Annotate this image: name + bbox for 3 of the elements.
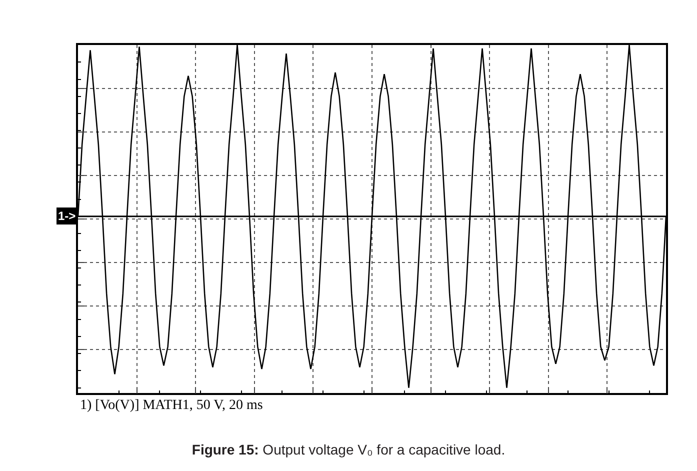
annotation: 1->: [58, 209, 76, 223]
text: 1) [Vo(V)] MATH1, 50 V, 20 ms: [80, 398, 263, 413]
text: Figure 15: Output voltage V₀ for a capacitive load.: [192, 442, 506, 458]
